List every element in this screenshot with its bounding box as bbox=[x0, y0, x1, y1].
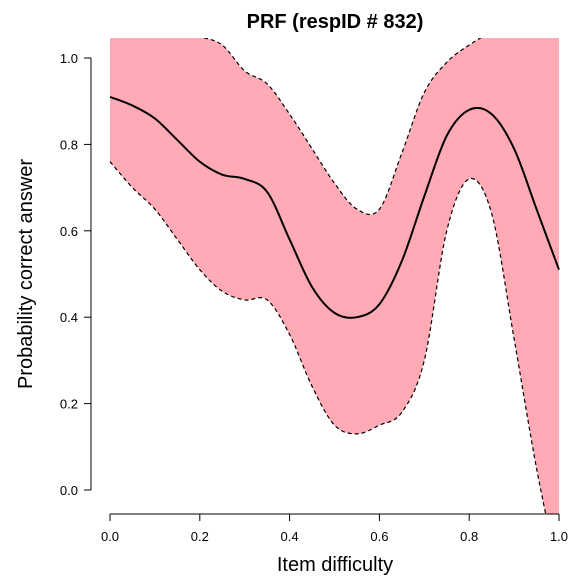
x-tick-label: 1.0 bbox=[550, 529, 568, 544]
y-tick-label: 0.0 bbox=[60, 483, 78, 498]
x-tick-label: 0.0 bbox=[101, 529, 119, 544]
x-tick-label: 0.4 bbox=[281, 529, 299, 544]
y-tick-label: 0.4 bbox=[60, 310, 78, 325]
plot-area bbox=[109, 38, 560, 514]
estimate-line bbox=[109, 95, 560, 319]
x-tick-label: 0.6 bbox=[370, 529, 388, 544]
confidence-band bbox=[110, 38, 559, 514]
y-tick-label: 0.6 bbox=[60, 224, 78, 239]
y-tick-label: 1.0 bbox=[60, 51, 78, 66]
x-tick-label: 0.2 bbox=[191, 529, 209, 544]
y-tick-label: 0.8 bbox=[60, 137, 78, 152]
y-tick-label: 0.2 bbox=[60, 397, 78, 412]
chart-title: PRF (respID # 832) bbox=[247, 11, 424, 33]
x-tick-label: 0.8 bbox=[460, 529, 478, 544]
x-axis-title: Item difficulty bbox=[277, 554, 393, 576]
x-axis: 0.0 0.2 0.4 0.6 0.8 1.0 bbox=[101, 513, 568, 544]
lower-bound-line bbox=[109, 161, 547, 514]
y-axis: 0.0 0.2 0.4 0.6 0.8 1.0 bbox=[60, 51, 92, 498]
y-axis-title: Probability correct answer bbox=[15, 159, 37, 389]
